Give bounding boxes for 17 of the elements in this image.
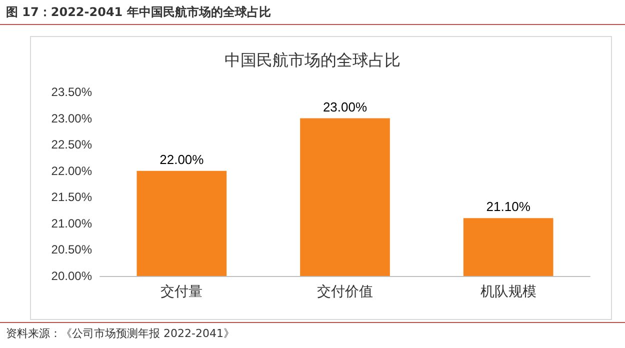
y-tick-label: 23.50%	[51, 85, 92, 99]
data-label: 23.00%	[322, 99, 368, 114]
y-tick-label: 23.00%	[51, 111, 92, 126]
y-tick-label: 21.00%	[51, 216, 92, 230]
x-tick-label: 机队规模	[480, 283, 536, 299]
data-label: 22.00%	[160, 152, 204, 167]
chart-subtitle: 中国民航市场的全球占比	[224, 52, 400, 70]
y-tick-label: 20.00%	[51, 269, 92, 283]
x-tick-label: 交付价值	[317, 283, 373, 299]
y-tick-label: 20.50%	[51, 242, 92, 257]
y-tick-label: 21.50%	[51, 190, 92, 204]
data-label: 21.10%	[486, 199, 531, 214]
chart-title: 图 17：2022-2041 年中国民航市场的全球占比	[6, 4, 271, 21]
y-tick-label: 22.50%	[51, 138, 92, 152]
text: 资料来源：《公司市场预测年报 2022-2041》	[6, 326, 234, 341]
y-tick-label: 22.00%	[51, 164, 92, 178]
x-tick-label: 交付量	[160, 283, 203, 299]
